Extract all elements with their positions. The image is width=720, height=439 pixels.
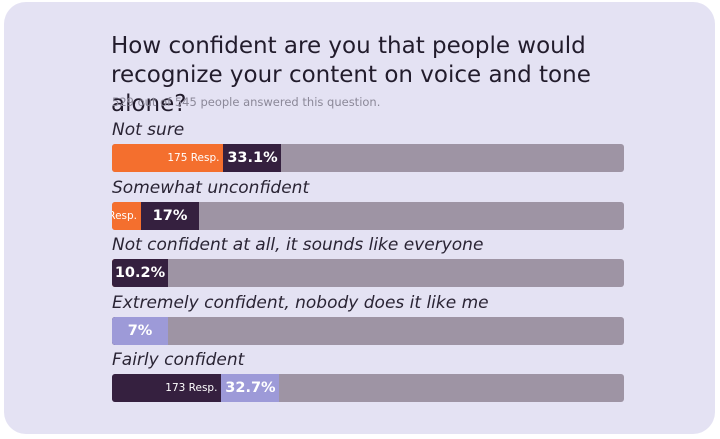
bar-responses-segment: 90 Resp. <box>112 201 142 230</box>
bar-percent-segment: 7% <box>112 316 168 345</box>
answer-label: Extremely confident, nobody does it like… <box>112 292 489 313</box>
response-count: 529 out of 545 people answered this ques… <box>112 95 381 109</box>
bar-track: 173 Resp. 32.7% <box>112 374 624 402</box>
bar-percent-segment: 17% <box>141 201 200 230</box>
bar-track: 37 Resp.7% <box>112 316 624 345</box>
bar-responses-segment: 175 Resp. <box>112 144 224 172</box>
bar-percent-segment: 10.2% <box>112 259 168 287</box>
survey-card: How confident are you that people would … <box>4 2 715 434</box>
bar-percent-segment: 32.7% <box>221 374 280 402</box>
answer-label: Fairly confident <box>112 350 245 370</box>
bar-track: 90 Resp.17% <box>112 201 624 230</box>
bar-track: 54 Resp.10.2% <box>112 259 624 287</box>
bar-responses-segment: 173 Resp. <box>112 374 222 402</box>
answer-label: Not confident at all, it sounds like eve… <box>112 235 484 255</box>
bar-percent-segment: 33.1% <box>223 144 282 172</box>
answer-label: Not sure <box>112 120 185 140</box>
answer-label: Somewhat unconfident <box>112 177 310 198</box>
question-title: How confident are you that people would … <box>111 33 591 117</box>
bar-track: 175 Resp. 33.1% <box>112 144 624 172</box>
